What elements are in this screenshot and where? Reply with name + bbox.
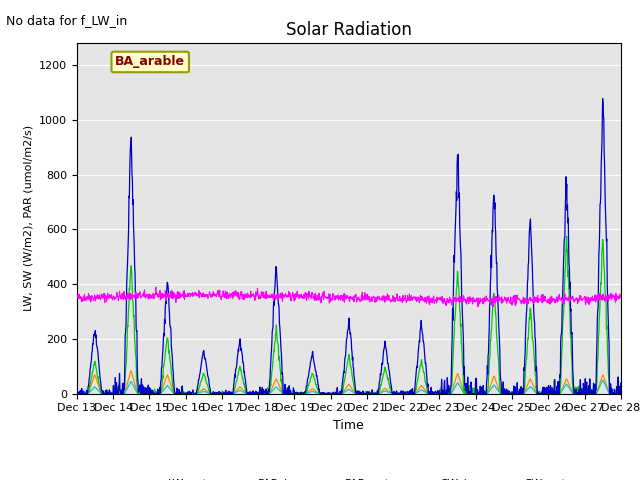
Text: No data for f_LW_in: No data for f_LW_in	[6, 14, 127, 27]
X-axis label: Time: Time	[333, 419, 364, 432]
Legend: LW_out, PAR_in, PAR_out, SW_in, SW_out: LW_out, PAR_in, PAR_out, SW_in, SW_out	[127, 473, 571, 480]
Title: Solar Radiation: Solar Radiation	[286, 21, 412, 39]
Y-axis label: LW, SW (W/m2), PAR (umol/m2/s): LW, SW (W/m2), PAR (umol/m2/s)	[24, 125, 33, 312]
Text: BA_arable: BA_arable	[115, 56, 185, 69]
